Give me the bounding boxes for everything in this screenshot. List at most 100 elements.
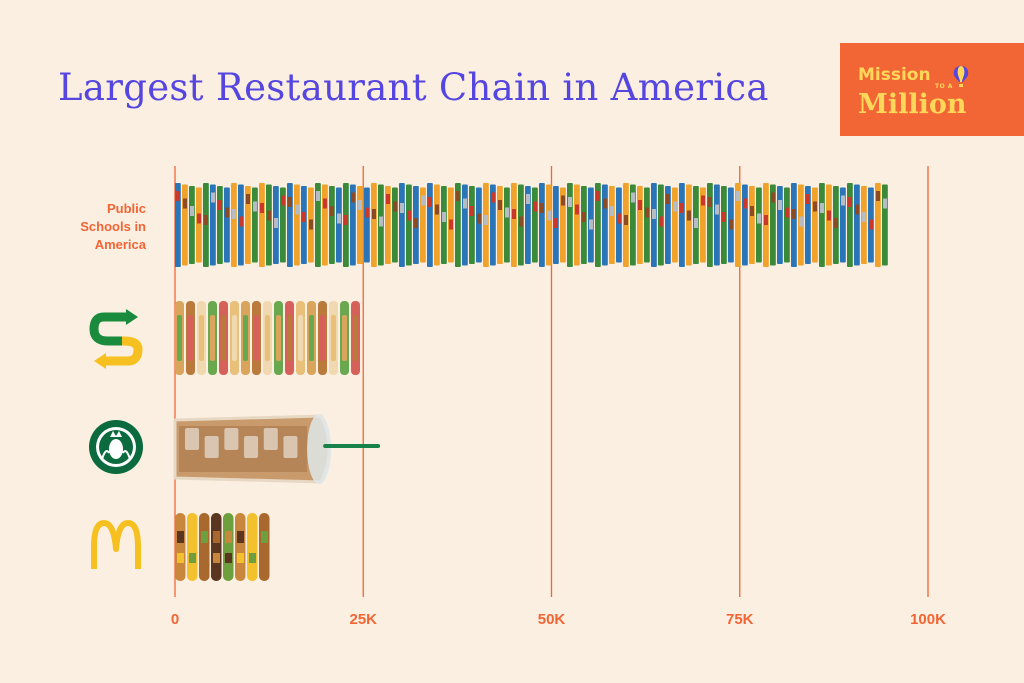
tray-slice: [665, 186, 671, 264]
tray-slice: [742, 184, 748, 266]
tray-food: [386, 194, 390, 204]
tray-slice: [469, 186, 475, 264]
tray-food: [176, 191, 180, 201]
tray-food: [596, 191, 600, 201]
tray-food: [337, 213, 341, 224]
tray-slice: [350, 184, 356, 266]
tray-food: [211, 192, 215, 203]
tray-food: [883, 198, 887, 209]
tray-food: [743, 198, 747, 209]
tray-food: [330, 206, 334, 216]
tray-food: [848, 197, 852, 207]
logo-small-text: TO A: [935, 83, 953, 90]
tray-food: [603, 198, 607, 209]
tray-slice: [224, 187, 230, 263]
tray-food: [582, 212, 586, 222]
tray-slice: [749, 186, 755, 264]
tray-food: [274, 218, 278, 228]
burger-layer: [261, 531, 268, 543]
burger-layer: [249, 531, 256, 543]
tray-slice: [497, 186, 503, 264]
tray-slice: [252, 187, 258, 263]
tick-label: 100K: [910, 611, 946, 628]
tray-food: [218, 200, 222, 210]
tray-food: [540, 203, 544, 213]
tray-food: [834, 218, 838, 228]
ice-cube: [185, 428, 199, 450]
tray-food: [666, 194, 670, 204]
tray-food: [610, 206, 614, 216]
tray-food: [785, 207, 789, 218]
tray-food: [561, 195, 565, 206]
tray-slice: [196, 187, 202, 263]
sandwich-filling: [243, 315, 248, 361]
tray-food: [869, 219, 873, 230]
sandwich-filling: [232, 315, 237, 361]
tray-slice: [861, 186, 867, 264]
tray-food: [400, 203, 404, 213]
bar-4: [175, 513, 270, 581]
tray-food: [729, 219, 733, 230]
tray-slice: [777, 186, 783, 264]
tray-slice: [231, 183, 237, 267]
tray-food: [526, 194, 530, 204]
sandwich-filling: [221, 315, 226, 361]
tray-slice: [322, 184, 328, 266]
tray-slice: [259, 183, 265, 267]
tray-food: [827, 210, 831, 221]
category-label-public-schools: Public Schools in America: [60, 200, 146, 254]
burger-layer: [213, 531, 220, 543]
tray-food: [302, 212, 306, 222]
tray-food: [351, 192, 355, 203]
tray-food: [204, 215, 208, 225]
tray-food: [239, 216, 243, 227]
hot-air-balloon-icon: [953, 66, 969, 87]
burger-layer: [177, 531, 184, 543]
starbucks-logo-crown: [110, 431, 122, 437]
tray-slice: [700, 187, 706, 263]
tray-food: [470, 206, 474, 216]
tray-food: [344, 215, 348, 225]
burger-layer: [213, 553, 220, 563]
tray-food: [715, 204, 719, 215]
sandwich-filling: [331, 315, 336, 361]
tray-food: [575, 204, 579, 215]
tray-slice: [280, 187, 286, 263]
tray-slice: [595, 183, 601, 267]
tray-food: [701, 195, 705, 206]
tray-food: [449, 219, 453, 230]
tray-food: [379, 216, 383, 227]
tray-food: [659, 216, 663, 227]
tray-food: [414, 218, 418, 228]
tray-slice: [301, 186, 307, 264]
tray-slice: [826, 184, 832, 266]
tray-slice: [875, 183, 881, 267]
tray-food: [260, 203, 264, 213]
tray-slice: [504, 187, 510, 263]
tray-food: [617, 213, 621, 224]
tray-food: [722, 212, 726, 222]
tick-label: 25K: [349, 611, 377, 628]
tray-slice: [644, 187, 650, 263]
tray-slice: [434, 184, 440, 266]
tray-food: [771, 192, 775, 203]
tray-slice: [329, 186, 335, 264]
tray-slice: [371, 183, 377, 267]
tray-slice: [686, 184, 692, 266]
tray-slice: [364, 187, 370, 263]
burger-layer: [177, 553, 184, 563]
tray-food: [491, 192, 495, 203]
tray-food: [841, 195, 845, 206]
tray-food: [358, 200, 362, 210]
subway-logo-arrow-top: [126, 309, 138, 325]
tray-food: [505, 207, 509, 218]
tray-slice: [294, 184, 300, 266]
tray-slice: [399, 183, 405, 267]
tray-food: [645, 207, 649, 218]
tray-slice: [854, 184, 860, 266]
burger-layer: [225, 553, 232, 563]
tray-slice: [630, 184, 636, 266]
tray-slice: [616, 187, 622, 263]
sandwich-filling: [254, 315, 259, 361]
